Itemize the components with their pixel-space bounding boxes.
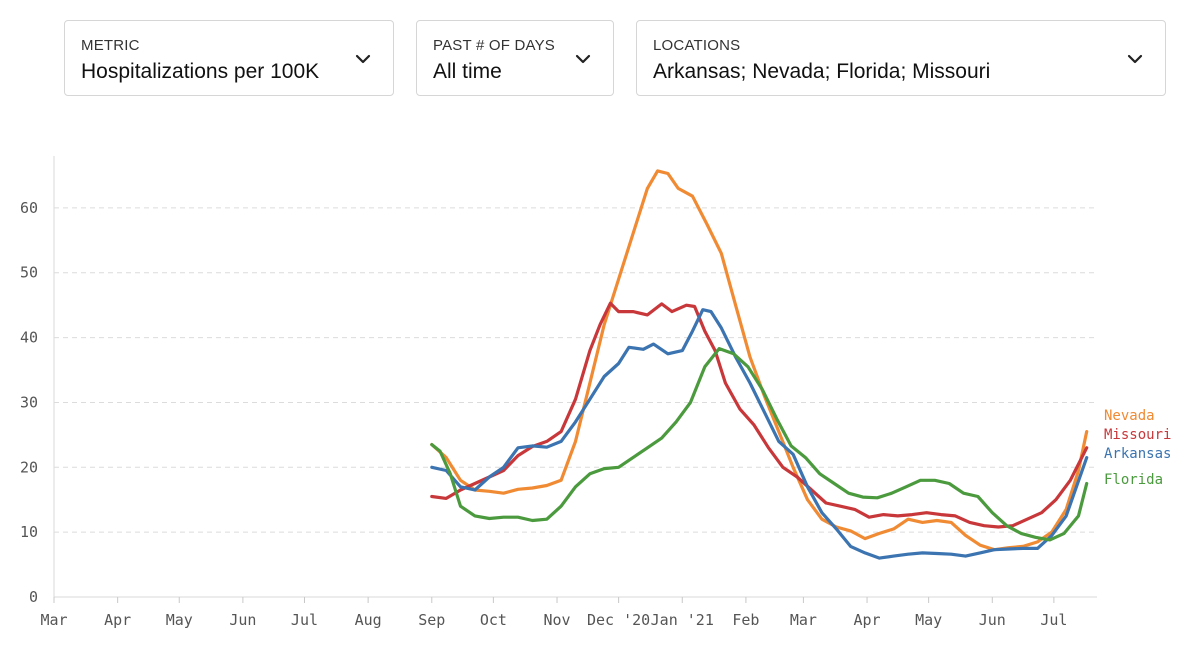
x-tick-label: Jul [1040,611,1067,629]
legend-label-nevada: Nevada [1104,408,1155,424]
x-tick-label: May [166,611,193,629]
x-tick-label: Jun [229,611,256,629]
x-tick-label: Nov [543,611,570,629]
x-tick-label: Jul [291,611,318,629]
x-tick-label: Jan '21 [651,611,714,629]
y-tick-label: 0 [29,588,38,606]
x-tick-label: Jun [979,611,1006,629]
y-tick-label: 40 [20,329,38,347]
y-tick-label: 50 [20,264,38,282]
legend-label-missouri: Missouri [1104,427,1171,443]
x-tick-label: Apr [104,611,131,629]
y-tick-label: 10 [20,523,38,541]
series-line-florida [432,349,1087,540]
y-tick-label: 60 [20,199,38,217]
x-tick-label: Apr [854,611,881,629]
y-tick-label: 30 [20,393,38,411]
x-tick-label: Mar [790,611,817,629]
y-tick-label: 20 [20,458,38,476]
series-line-missouri [432,303,1087,527]
series-line-nevada [432,171,1087,550]
x-tick-label: Oct [480,611,507,629]
x-tick-label: Aug [355,611,382,629]
x-tick-label: Mar [40,611,67,629]
legend-label-arkansas: Arkansas [1104,446,1171,462]
legend-label-florida: Florida [1104,472,1163,488]
x-tick-label: Feb [732,611,759,629]
x-tick-label: Sep [418,611,445,629]
x-tick-label: Dec '20 [587,611,650,629]
x-tick-label: May [915,611,942,629]
